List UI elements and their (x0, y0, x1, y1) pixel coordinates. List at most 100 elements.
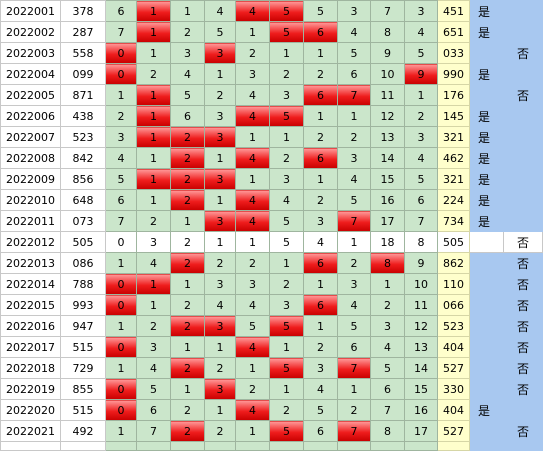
trend-cell[interactable]: 3 (105, 126, 137, 148)
trend-cell[interactable]: 3 (170, 42, 205, 64)
trend-cell[interactable]: 2 (136, 315, 171, 337)
trend-cell[interactable]: 2 (204, 420, 236, 442)
trend-cell[interactable]: 1 (204, 63, 236, 85)
draw-number-cell[interactable]: 842 (60, 147, 106, 169)
trend-cell[interactable]: 3 (204, 210, 236, 232)
trend-cell[interactable]: 2 (235, 252, 270, 274)
trend-cell[interactable]: 6 (105, 189, 137, 211)
sum-cell[interactable]: 404 (437, 399, 470, 421)
yes-flag-cell[interactable]: 是 (469, 147, 504, 169)
trend-cell[interactable]: 5 (136, 378, 171, 400)
trend-cell[interactable]: 3 (204, 105, 236, 127)
trend-cell[interactable]: 4 (204, 294, 236, 316)
sum-cell[interactable]: 176 (437, 84, 470, 106)
empty-cell[interactable] (370, 441, 405, 451)
trend-cell[interactable]: 11 (404, 294, 438, 316)
trend-cell[interactable]: 1 (136, 126, 171, 148)
trend-cell[interactable]: 1 (235, 126, 270, 148)
trend-cell[interactable]: 0 (105, 273, 137, 295)
trend-cell[interactable]: 5 (337, 189, 371, 211)
trend-cell[interactable]: 4 (136, 357, 171, 379)
trend-cell[interactable]: 12 (404, 315, 438, 337)
issue-number-cell[interactable]: 2022005 (0, 84, 61, 106)
trend-cell[interactable]: 9 (370, 42, 405, 64)
yes-flag-cell[interactable]: 是 (469, 168, 504, 190)
trend-cell[interactable]: 1 (269, 336, 304, 358)
trend-cell[interactable]: 4 (136, 252, 171, 274)
trend-cell[interactable]: 2 (170, 126, 205, 148)
trend-cell[interactable]: 2 (269, 63, 304, 85)
no-flag-cell[interactable] (503, 147, 543, 169)
no-flag-cell[interactable]: 否 (503, 273, 543, 295)
trend-cell[interactable]: 6 (303, 294, 338, 316)
trend-cell[interactable]: 1 (170, 210, 205, 232)
trend-cell[interactable]: 16 (370, 189, 405, 211)
trend-cell[interactable]: 3 (269, 168, 304, 190)
trend-cell[interactable]: 9 (404, 63, 438, 85)
issue-number-cell[interactable]: 2022017 (0, 336, 61, 358)
trend-cell[interactable]: 1 (105, 84, 137, 106)
trend-cell[interactable]: 1 (337, 105, 371, 127)
trend-cell[interactable]: 1 (235, 21, 270, 43)
trend-cell[interactable]: 0 (105, 42, 137, 64)
yes-flag-cell[interactable] (469, 294, 504, 316)
trend-cell[interactable]: 4 (303, 231, 338, 253)
trend-cell[interactable]: 7 (337, 420, 371, 442)
trend-cell[interactable]: 4 (105, 147, 137, 169)
trend-cell[interactable]: 2 (136, 210, 171, 232)
trend-cell[interactable]: 6 (170, 105, 205, 127)
trend-cell[interactable]: 6 (136, 399, 171, 421)
sum-cell[interactable]: 862 (437, 252, 470, 274)
trend-cell[interactable]: 1 (303, 42, 338, 64)
no-flag-cell[interactable]: 否 (503, 252, 543, 274)
trend-cell[interactable]: 5 (404, 42, 438, 64)
trend-cell[interactable]: 7 (337, 210, 371, 232)
trend-cell[interactable]: 7 (370, 399, 405, 421)
no-flag-cell[interactable] (503, 210, 543, 232)
empty-cell[interactable] (204, 441, 236, 451)
issue-number-cell[interactable]: 2022010 (0, 189, 61, 211)
trend-cell[interactable]: 4 (404, 147, 438, 169)
trend-cell[interactable]: 1 (269, 126, 304, 148)
trend-cell[interactable]: 3 (337, 147, 371, 169)
trend-cell[interactable]: 2 (303, 63, 338, 85)
trend-cell[interactable]: 1 (370, 273, 405, 295)
trend-cell[interactable]: 6 (303, 21, 338, 43)
trend-cell[interactable]: 1 (136, 273, 171, 295)
trend-cell[interactable]: 1 (170, 378, 205, 400)
no-flag-cell[interactable] (503, 21, 543, 43)
trend-cell[interactable]: 1 (136, 168, 171, 190)
trend-cell[interactable]: 4 (235, 147, 270, 169)
trend-cell[interactable]: 3 (404, 126, 438, 148)
issue-number-cell[interactable]: 2022014 (0, 273, 61, 295)
trend-cell[interactable]: 10 (370, 63, 405, 85)
no-flag-cell[interactable]: 否 (503, 378, 543, 400)
empty-cell[interactable] (503, 441, 543, 451)
empty-cell[interactable] (170, 441, 205, 451)
trend-cell[interactable]: 1 (105, 252, 137, 274)
trend-cell[interactable]: 17 (404, 420, 438, 442)
yes-flag-cell[interactable]: 是 (469, 0, 504, 22)
trend-cell[interactable]: 6 (404, 189, 438, 211)
trend-cell[interactable]: 15 (404, 378, 438, 400)
yes-flag-cell[interactable]: 是 (469, 189, 504, 211)
trend-cell[interactable]: 1 (105, 315, 137, 337)
issue-number-cell[interactable]: 2022011 (0, 210, 61, 232)
trend-cell[interactable]: 1 (136, 147, 171, 169)
trend-cell[interactable]: 7 (370, 0, 405, 22)
trend-cell[interactable]: 4 (337, 168, 371, 190)
trend-cell[interactable]: 2 (404, 105, 438, 127)
trend-cell[interactable]: 5 (404, 168, 438, 190)
trend-cell[interactable]: 1 (404, 84, 438, 106)
sum-cell[interactable]: 224 (437, 189, 470, 211)
no-flag-cell[interactable] (503, 105, 543, 127)
issue-number-cell[interactable]: 2022018 (0, 357, 61, 379)
no-flag-cell[interactable] (503, 63, 543, 85)
yes-flag-cell[interactable] (469, 378, 504, 400)
trend-cell[interactable]: 3 (204, 378, 236, 400)
trend-cell[interactable]: 2 (269, 399, 304, 421)
trend-cell[interactable]: 4 (235, 189, 270, 211)
trend-cell[interactable]: 10 (404, 273, 438, 295)
no-flag-cell[interactable] (503, 168, 543, 190)
trend-cell[interactable]: 3 (404, 0, 438, 22)
